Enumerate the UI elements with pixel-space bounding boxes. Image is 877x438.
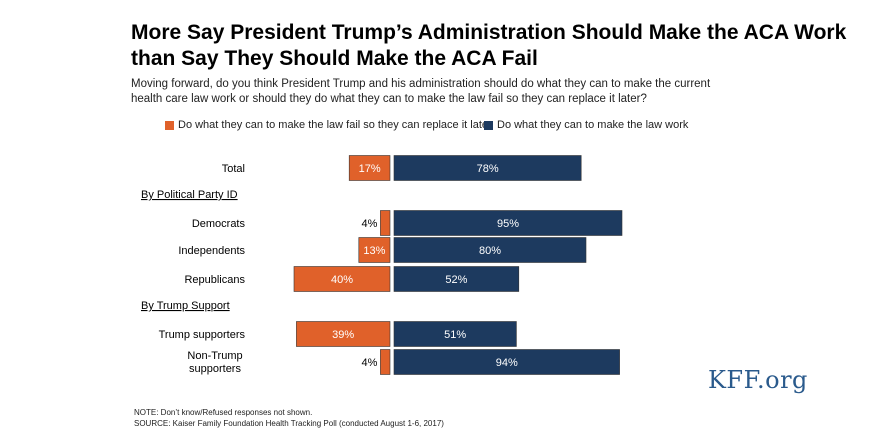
- data-label-fail-trump-supporters: 39%: [332, 329, 354, 341]
- data-label-work-total: 78%: [477, 163, 499, 175]
- category-label-trump-supporters: Trump supporters: [159, 329, 246, 341]
- category-label-non-trump-supporters-line2: supporters: [189, 363, 241, 375]
- legend-swatch-work: [484, 120, 493, 130]
- data-label-work-independents: 80%: [479, 245, 501, 257]
- bar-fail-democrats: [380, 210, 391, 236]
- category-label-republicans: Republicans: [184, 274, 245, 286]
- legend-item-fail: Do what they can to make the law fail so…: [165, 119, 492, 131]
- data-label-work-republicans: 52%: [445, 274, 467, 286]
- data-label-fail-republicans: 40%: [331, 274, 353, 286]
- bar-work-non-trump-supporters: [393, 349, 620, 375]
- data-label-fail-non-trump-supporters: 4%: [361, 357, 377, 369]
- category-label-non-trump-supporters-line1: Non-Trump: [187, 350, 242, 362]
- data-label-fail-total: 17%: [359, 163, 381, 175]
- data-label-fail-independents: 13%: [363, 245, 385, 257]
- data-label-work-democrats: 95%: [497, 218, 519, 230]
- legend-label-fail: Do what they can to make the law fail so…: [178, 119, 492, 131]
- bar-fail-total: [348, 155, 391, 181]
- legend-swatch-fail: [165, 120, 174, 130]
- section-header: By Trump Support: [141, 300, 230, 312]
- bar-fail-independents: [358, 237, 391, 263]
- chart-source: SOURCE: Kaiser Family Foundation Health …: [134, 419, 444, 428]
- bar-work-trump-supporters: [393, 321, 517, 347]
- chart-title: More Say President Trump’s Administratio…: [131, 21, 847, 70]
- data-label-fail-democrats: 4%: [361, 218, 377, 230]
- data-label-work-trump-supporters: 51%: [444, 329, 466, 341]
- bar-work-independents: [393, 237, 587, 263]
- chart-subtitle: Moving forward, do you think President T…: [131, 78, 711, 105]
- bar-fail-trump-supporters: [296, 321, 391, 347]
- category-label-total: Total: [222, 163, 245, 175]
- category-label-democrats: Democrats: [192, 218, 246, 230]
- bar-work-democrats: [393, 210, 623, 236]
- legend-item-work: Do what they can to make the law work: [484, 119, 688, 131]
- bar-work-republicans: [393, 266, 520, 292]
- bar-fail-republicans: [293, 266, 391, 292]
- bar-fail-non-trump-supporters: [380, 349, 391, 375]
- data-label-work-non-trump-supporters: 94%: [496, 357, 518, 369]
- legend-label-work: Do what they can to make the law work: [497, 119, 689, 131]
- kff-logo: KFF.org: [708, 366, 808, 394]
- bar-work-total: [393, 155, 582, 181]
- section-header: By Political Party ID: [141, 189, 238, 201]
- category-label-independents: Independents: [178, 245, 245, 257]
- chart-note: NOTE: Don’t know/Refused responses not s…: [134, 408, 313, 417]
